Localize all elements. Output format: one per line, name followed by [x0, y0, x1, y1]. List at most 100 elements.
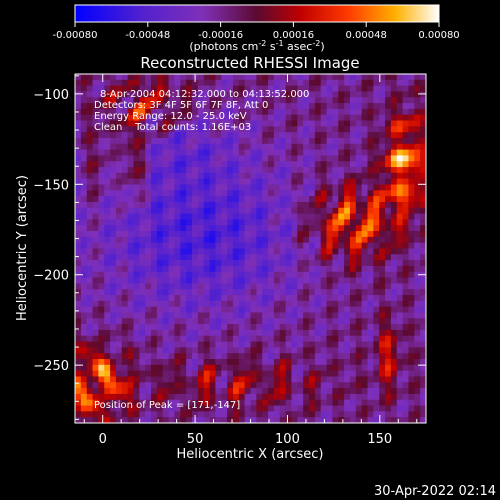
heatmap-cell: [86, 271, 94, 279]
heatmap-cell: [110, 207, 117, 215]
heatmap-cell: [151, 219, 158, 226]
heatmap-cell: [156, 359, 164, 366]
heatmap-cell: [174, 196, 181, 203]
heatmap-cell: [320, 97, 328, 104]
heatmap-cell: [250, 353, 257, 360]
heatmap-cell: [367, 172, 374, 180]
heatmap-cell: [390, 91, 398, 98]
heatmap-cell: [355, 411, 363, 418]
heatmap-cell: [303, 341, 310, 348]
heatmap-cell: [309, 149, 316, 157]
heatmap-cell: [408, 114, 415, 122]
heatmap-cell: [297, 324, 304, 331]
heatmap-cell: [221, 114, 228, 122]
heatmap-cell: [332, 254, 339, 261]
heatmap-cell: [98, 260, 105, 267]
heatmap-cell: [244, 248, 252, 255]
heatmap-cell: [396, 167, 404, 174]
heatmap-cell: [104, 359, 111, 366]
heatmap-cell: [115, 190, 123, 197]
heatmap-cell: [232, 242, 240, 250]
heatmap-cell: [297, 271, 304, 279]
heatmap-cell: [168, 213, 176, 221]
heatmap-cell: [215, 74, 222, 81]
heatmap-cell: [367, 417, 374, 423]
heatmap-cell: [361, 370, 369, 378]
heatmap-cell: [197, 137, 205, 145]
heatmap-cell: [133, 324, 140, 331]
heatmap-cell: [279, 79, 287, 87]
heatmap-cell: [349, 271, 357, 279]
heatmap-cell: [303, 335, 310, 343]
heatmap-cell: [104, 265, 111, 273]
heatmap-cell: [414, 271, 421, 279]
heatmap-cell: [338, 376, 345, 383]
heatmap-cell: [162, 196, 170, 203]
heatmap-cell: [320, 283, 328, 290]
heatmap-cell: [268, 271, 275, 279]
heatmap-cell: [326, 137, 333, 145]
heatmap-cell: [390, 324, 398, 331]
heatmap-cell: [203, 184, 211, 191]
heatmap-cell: [279, 91, 287, 98]
heatmap-cell: [338, 236, 345, 244]
heatmap-cell: [139, 225, 146, 232]
heatmap-cell: [75, 231, 82, 238]
heatmap-cell: [127, 283, 135, 290]
heatmap-cell: [273, 132, 281, 139]
heatmap-cell: [285, 103, 293, 110]
heatmap-cell: [192, 190, 199, 197]
heatmap-cell: [180, 236, 187, 244]
heatmap-cell: [285, 85, 293, 93]
heatmap-cell: [151, 248, 158, 255]
heatmap-cell: [221, 347, 228, 354]
heatmap-cell: [396, 335, 404, 343]
heatmap-cell: [168, 417, 176, 423]
heatmap-cell: [75, 382, 82, 389]
heatmap-cell: [86, 219, 94, 226]
heatmap-cell: [414, 382, 421, 389]
heatmap-cell: [197, 190, 205, 197]
heatmap-cell: [203, 207, 211, 215]
heatmap-cell: [180, 231, 187, 238]
heatmap-cell: [180, 196, 187, 203]
heatmap-cell: [379, 318, 386, 325]
heatmap-cell: [110, 120, 117, 127]
heatmap-cell: [104, 120, 111, 127]
heatmap-cell: [203, 376, 211, 383]
heatmap-cell: [80, 149, 88, 157]
heatmap-cell: [396, 260, 404, 267]
heatmap-cell: [297, 399, 304, 407]
heatmap-cell: [133, 359, 140, 366]
heatmap-cell: [349, 196, 357, 203]
heatmap-cell: [390, 364, 398, 372]
heatmap-cell: [139, 155, 146, 162]
heatmap-cell: [256, 167, 263, 174]
heatmap-cell: [309, 242, 316, 250]
heatmap-cell: [139, 126, 146, 133]
heatmap-cell: [238, 353, 246, 360]
heatmap-cell: [402, 155, 410, 162]
heatmap-cell: [396, 370, 404, 378]
heatmap-cell: [162, 97, 170, 104]
heatmap-cell: [221, 306, 228, 314]
heatmap-cell: [156, 85, 164, 93]
heatmap-cell: [268, 359, 275, 366]
heatmap-cell: [121, 324, 129, 331]
heatmap-cell: [92, 242, 99, 250]
heatmap-cell: [156, 149, 164, 157]
heatmap-cell: [262, 359, 269, 366]
heatmap-cell: [203, 161, 211, 168]
heatmap-cell: [273, 172, 281, 180]
heatmap-cell: [104, 114, 111, 122]
heatmap-cell: [186, 359, 193, 366]
heatmap-cell: [332, 388, 339, 395]
heatmap-cell: [209, 108, 216, 116]
heatmap-cell: [192, 196, 199, 203]
heatmap-cell: [309, 178, 316, 186]
heatmap-cell: [127, 312, 135, 319]
heatmap-cell: [320, 172, 328, 180]
heatmap-cell: [110, 126, 117, 133]
heatmap-cell: [98, 393, 105, 401]
heatmap-cell: [285, 318, 293, 325]
